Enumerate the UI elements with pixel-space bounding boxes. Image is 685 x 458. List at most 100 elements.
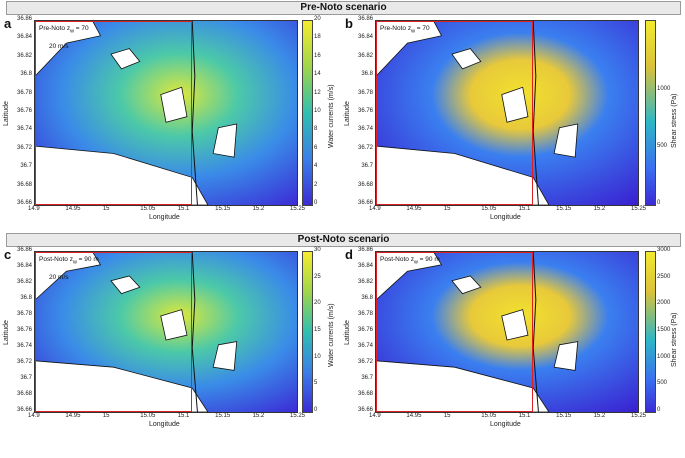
x-tick-label: 15.15: [556, 206, 572, 212]
y-tick-label: 36.68: [357, 391, 373, 397]
scenario-label-text: Pre-Noto z: [380, 25, 412, 32]
land-mass-3: [553, 123, 579, 158]
colorbar-label: Shear stress (Pa): [671, 312, 678, 367]
x-tick-label: 14.9: [369, 413, 381, 419]
x-tick-label: 14.9: [369, 206, 381, 212]
y-tick-label: 36.86: [357, 16, 373, 22]
colorbar-tick: 2000: [657, 300, 671, 307]
x-tick-label: 15.15: [215, 206, 231, 212]
colorbar-tick: 5: [314, 380, 318, 387]
y-axis-label: Latitude: [3, 101, 10, 126]
map-plot-c[interactable]: Post-Noto zw = 90 m 20 m/s: [34, 251, 298, 413]
coastline-boundary: [532, 252, 539, 412]
colorbar-tick: 2: [314, 181, 318, 188]
panel-letter-b: b: [345, 16, 353, 31]
colorbar-tick: 8: [314, 126, 318, 133]
land-mass-4: [376, 360, 550, 412]
land-mass-3: [212, 341, 238, 371]
post-noto-banner: Post-Noto scenario: [6, 233, 681, 247]
colorbar-tick: 15: [314, 327, 321, 333]
y-tick-label: 36.82: [16, 52, 32, 59]
x-axis-label: Longitude: [490, 421, 521, 428]
colorbar-tick: 1000: [657, 353, 671, 360]
colorbar-tick: 10: [314, 108, 321, 114]
x-tick-label: 15.05: [140, 413, 156, 419]
y-tick-label: 36.82: [16, 279, 32, 285]
land-mass-1: [451, 275, 482, 295]
colorbar-label: Water currents (m/s): [328, 303, 335, 367]
y-tick-label: 36.82: [357, 52, 373, 59]
y-tick-label: 36.72: [357, 144, 373, 151]
x-tick-label: 15.2: [252, 206, 265, 212]
land-mass-4: [35, 145, 209, 205]
y-tick-label: 36.74: [16, 126, 32, 133]
land-mass-0: [35, 252, 102, 301]
y-tick-label: 36.72: [16, 359, 32, 365]
scenario-label-sub: w: [411, 28, 415, 35]
panel-letter-d: d: [345, 247, 353, 262]
map-plot-b[interactable]: Pre-Noto zw = 70: [375, 20, 639, 206]
map-field-b: [376, 21, 638, 205]
y-tick-label: 36.68: [16, 391, 32, 397]
map-field-d: [376, 252, 638, 412]
colorbar-label: Shear stress (Pa): [671, 93, 678, 148]
y-tick-label: 36.7: [20, 163, 32, 170]
y-tick-label: 36.76: [16, 327, 32, 333]
x-tick-label: 15.25: [631, 413, 647, 419]
x-tick-label: 15.1: [518, 206, 531, 212]
scenario-label-value: = 90 m: [76, 256, 99, 263]
y-tick-label: 36.84: [357, 263, 373, 269]
y-tick-label: 36.7: [20, 375, 32, 381]
x-tick-label: 14.95: [406, 206, 422, 212]
scenario-label-sub: w: [72, 259, 77, 266]
scenario-label-value: = 70: [73, 25, 89, 32]
y-tick-label: 36.78: [357, 89, 373, 96]
y-tick-label: 36.84: [16, 263, 32, 269]
colorbar-tick: 30: [314, 247, 321, 253]
x-tick-label: 14.95: [65, 206, 81, 212]
land-mass-0: [376, 21, 443, 77]
y-tick-label: 36.86: [16, 16, 32, 22]
focus-area-box: [35, 21, 193, 205]
land-mass-1: [110, 275, 141, 295]
coastline-boundary: [191, 21, 198, 205]
panel-letter-a: a: [4, 16, 12, 31]
colorbar-tick: 3000: [657, 247, 671, 253]
scenario-label-value: = 90 m: [417, 256, 440, 263]
map-plot-a[interactable]: Pre-Noto zw = 70 20 m/s: [34, 20, 298, 206]
colorbar-tick: 25: [314, 273, 321, 280]
colorbar-tick: 12: [314, 89, 321, 96]
colorbar-tick: 500: [657, 142, 668, 149]
map-plot-d[interactable]: Post-Noto zw = 90 m: [375, 251, 639, 413]
land-mass-2: [160, 86, 188, 123]
velocity-scale-label: 20 m/s: [49, 43, 69, 50]
scenario-label-sub: w: [413, 259, 418, 266]
colorbar-tick: 18: [314, 34, 321, 41]
y-tick-label: 36.66: [357, 407, 373, 413]
colorbar-tick: 2500: [657, 273, 671, 280]
scenario-label-text: Pre-Noto z: [39, 25, 71, 32]
y-tick-label: 36.78: [16, 89, 32, 96]
coastline-boundary: [191, 252, 198, 412]
x-tick-label: 15.1: [518, 413, 531, 419]
land-mass-1: [110, 48, 141, 70]
x-tick-label: 15.2: [252, 413, 265, 419]
x-tick-label: 15.05: [481, 413, 497, 419]
focus-area-box: [35, 252, 193, 412]
y-tick-label: 36.76: [357, 108, 373, 114]
y-tick-label: 36.78: [357, 311, 373, 317]
colorbar: [302, 251, 313, 413]
land-mass-4: [35, 360, 209, 412]
x-tick-label: 15: [443, 413, 451, 419]
x-tick-label: 15: [443, 206, 451, 212]
panel-letter-c: c: [4, 247, 12, 262]
y-tick-label: 36.8: [361, 295, 373, 301]
y-tick-label: 36.7: [361, 163, 373, 170]
y-tick-label: 36.86: [357, 247, 373, 253]
x-tick-label: 15: [102, 206, 110, 212]
colorbar-tick: 1000: [657, 85, 671, 92]
colorbar-tick: 500: [657, 380, 668, 387]
land-mass-3: [553, 341, 579, 371]
colorbar-tick: 20: [314, 16, 321, 22]
x-tick-label: 15.25: [290, 413, 306, 419]
